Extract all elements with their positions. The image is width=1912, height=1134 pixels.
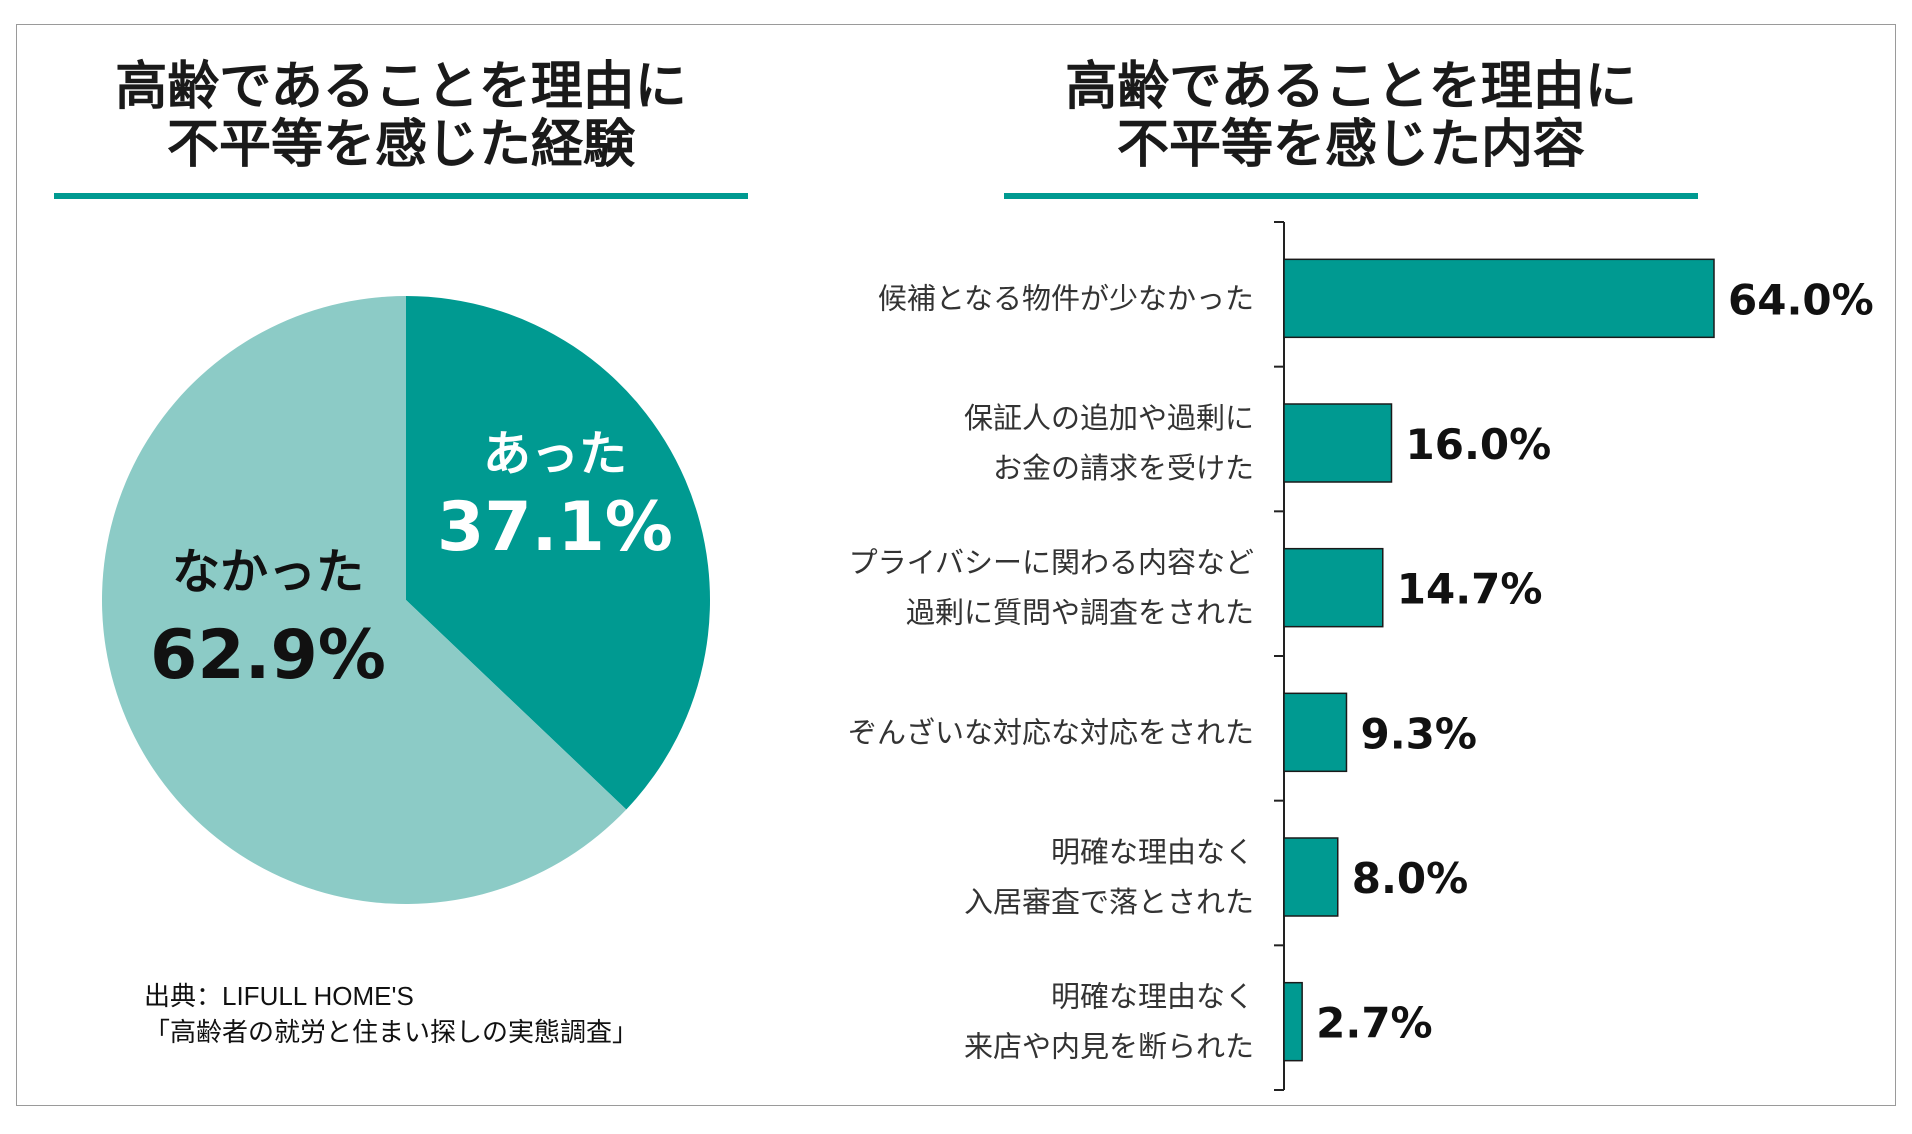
bar — [1283, 258, 1715, 339]
bar-category-label: 候補となる物件が少なかった — [878, 281, 1254, 315]
pie-title-underline — [54, 193, 748, 199]
bar — [1283, 837, 1339, 917]
bar-value-label: 8.0% — [1352, 854, 1468, 903]
source-line1: 出典：LIFULL HOME'S — [144, 981, 414, 1011]
bar-title-line1: 高齢であることを理由に — [1065, 57, 1637, 117]
bar — [1283, 981, 1303, 1062]
pie-slice-label: なかった — [172, 544, 364, 600]
bar-chart-title: 高齢であることを理由に 不平等を感じた内容 — [1004, 58, 1698, 174]
pie-title-line1: 高齢であることを理由に — [115, 57, 687, 117]
figure-frame — [16, 24, 1896, 1106]
bar-title-line2: 不平等を感じた内容 — [1116, 115, 1585, 175]
bar-category-label: ぞんざいな対応な対応をされた — [848, 715, 1254, 749]
bar-category-label: プライバシーに関わる内容など — [849, 546, 1254, 580]
pie-chart-title: 高齢であることを理由に 不平等を感じた経験 — [54, 58, 748, 174]
bar-value-label: 14.7% — [1397, 565, 1543, 614]
bar-category-label: 来店や内見を断られた — [964, 1030, 1254, 1064]
bar-value-label: 64.0% — [1728, 275, 1874, 324]
pie-title-line2: 不平等を感じた経験 — [166, 115, 635, 175]
bar-category-label: 明確な理由なく — [1051, 980, 1254, 1014]
pie-slice — [406, 296, 711, 810]
bar-category-label: 保証人の追加や過剰に — [964, 401, 1254, 435]
pie-slice-value: 62.9% — [150, 616, 386, 695]
bar-title-underline — [1004, 193, 1698, 199]
pie-slice-value: 37.1% — [437, 488, 673, 567]
bar — [1283, 403, 1393, 483]
bar-category-label: 明確な理由なく — [1051, 835, 1254, 869]
pie-slice — [102, 296, 627, 904]
bar — [1283, 547, 1384, 628]
bar-value-label: 9.3% — [1360, 709, 1476, 758]
bar-category-label: お金の請求を受けた — [993, 451, 1254, 485]
source-note: 出典：LIFULL HOME'S 「高齢者の就労と住まい探しの実態調査」 — [144, 978, 638, 1050]
bar-value-label: 2.7% — [1316, 999, 1432, 1048]
source-line2: 「高齢者の就労と住まい探しの実態調査」 — [144, 1017, 639, 1047]
bar-value-label: 16.0% — [1406, 420, 1552, 469]
pie-slice-label: あった — [483, 426, 627, 482]
bar — [1283, 692, 1348, 773]
bar-category-label: 過剰に質問や調査をされた — [906, 596, 1254, 630]
bar-category-label: 入居審査で落とされた — [964, 885, 1254, 919]
